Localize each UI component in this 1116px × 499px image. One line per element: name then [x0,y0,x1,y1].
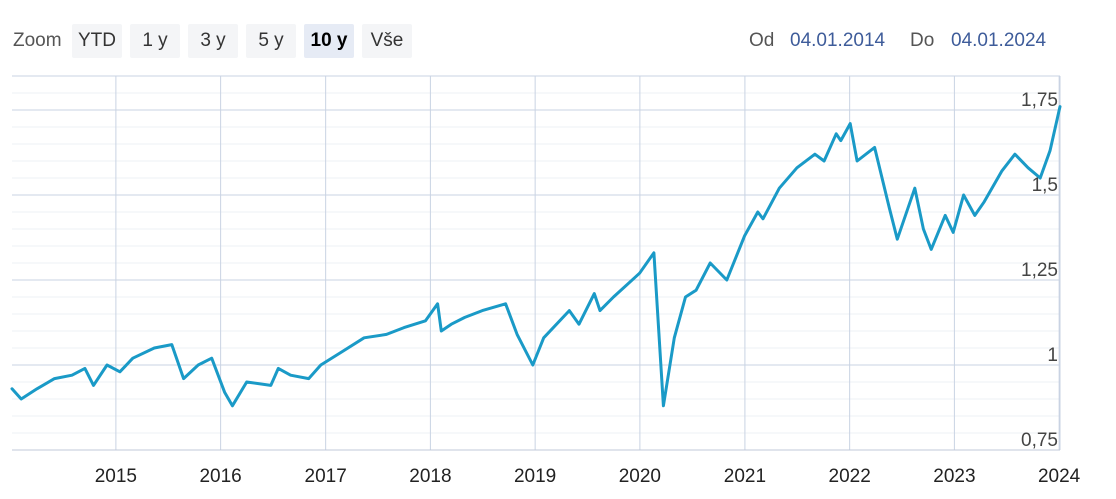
zoom-all-button[interactable]: Vše [362,24,412,58]
zoom-10y-button[interactable]: 10 y [304,24,354,58]
y-tick-label: 1 [1047,345,1058,366]
x-tick-label: 2024 [1038,466,1081,487]
series-line [10,105,1062,408]
x-tick-label: 2022 [829,466,871,487]
minor-grid [12,92,1060,451]
x-tick-label: 2018 [409,466,451,487]
from-date-input[interactable]: 04.01.2014 [790,30,886,51]
major-grid [12,76,1060,451]
zoom-label: Zoom [13,30,62,51]
y-tick-label: 1,5 [1032,175,1058,196]
x-tick-label: 2021 [724,466,766,487]
x-tick-label: 2020 [619,466,661,487]
x-tick-label: 2023 [933,466,975,487]
to-label: Do [910,30,935,51]
x-tick-label: 2017 [305,466,347,487]
x-tick-label: 2019 [514,466,556,487]
from-label: Od [749,30,775,51]
y-tick-label: 1,25 [1021,260,1058,281]
zoom-ytd-button[interactable]: YTD [72,24,122,58]
x-tick-label: 2015 [95,466,137,487]
y-tick-label: 0,75 [1021,430,1058,451]
x-tick-label: 2016 [199,466,241,487]
zoom-5y-button[interactable]: 5 y [246,24,296,58]
zoom-3y-button[interactable]: 3 y [188,24,238,58]
x-axis-labels: 2015 2016 2017 2018 2019 2020 2021 2022 2023 2024 [95,466,1081,487]
y-axis-labels: 0,75 1 1,25 1,5 1,75 [1021,90,1058,451]
to-date-input[interactable]: 04.01.2024 [951,30,1047,51]
range-selector: Zoom YTD 1 y 3 y 5 y 10 y Vše Od 04.01.2… [0,0,1116,80]
zoom-1y-button[interactable]: 1 y [130,24,180,58]
y-tick-label: 1,75 [1021,90,1058,111]
